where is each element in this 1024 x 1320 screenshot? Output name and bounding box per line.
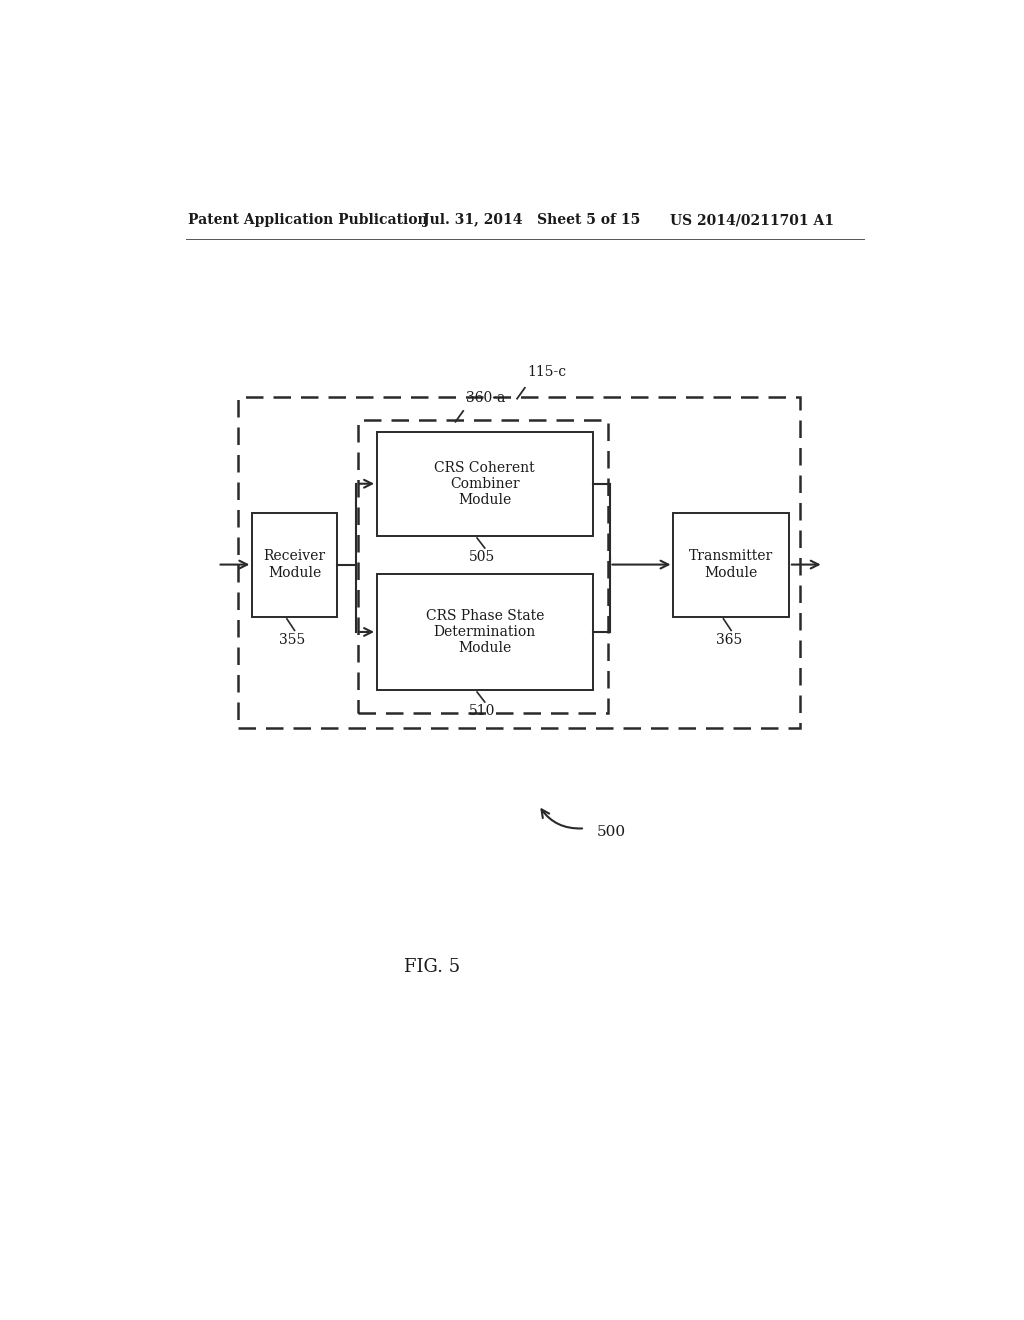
Bar (674, 512, 788, 616)
Text: 365: 365 (716, 634, 742, 648)
Text: Patent Application Publication: Patent Application Publication (188, 213, 428, 227)
Bar (239, 397, 801, 729)
Text: US 2014/0211701 A1: US 2014/0211701 A1 (670, 213, 834, 227)
Text: CRS Phase State
Determination
Module: CRS Phase State Determination Module (426, 609, 544, 655)
Text: 505: 505 (469, 550, 496, 565)
Text: 510: 510 (469, 705, 496, 718)
Text: CRS Coherent
Combiner
Module: CRS Coherent Combiner Module (434, 461, 536, 507)
Text: Jul. 31, 2014   Sheet 5 of 15: Jul. 31, 2014 Sheet 5 of 15 (423, 213, 640, 227)
Text: 500: 500 (596, 825, 626, 840)
Text: 355: 355 (280, 634, 305, 648)
Text: Receiver
Module: Receiver Module (263, 549, 326, 579)
Bar (252, 512, 337, 616)
Text: Transmitter
Module: Transmitter Module (689, 549, 773, 579)
Text: 360-a: 360-a (466, 391, 505, 405)
Text: 115-c: 115-c (527, 364, 566, 379)
Text: FIG. 5: FIG. 5 (403, 958, 460, 975)
Bar (357, 420, 608, 713)
Bar (377, 432, 593, 536)
Bar (377, 574, 593, 689)
